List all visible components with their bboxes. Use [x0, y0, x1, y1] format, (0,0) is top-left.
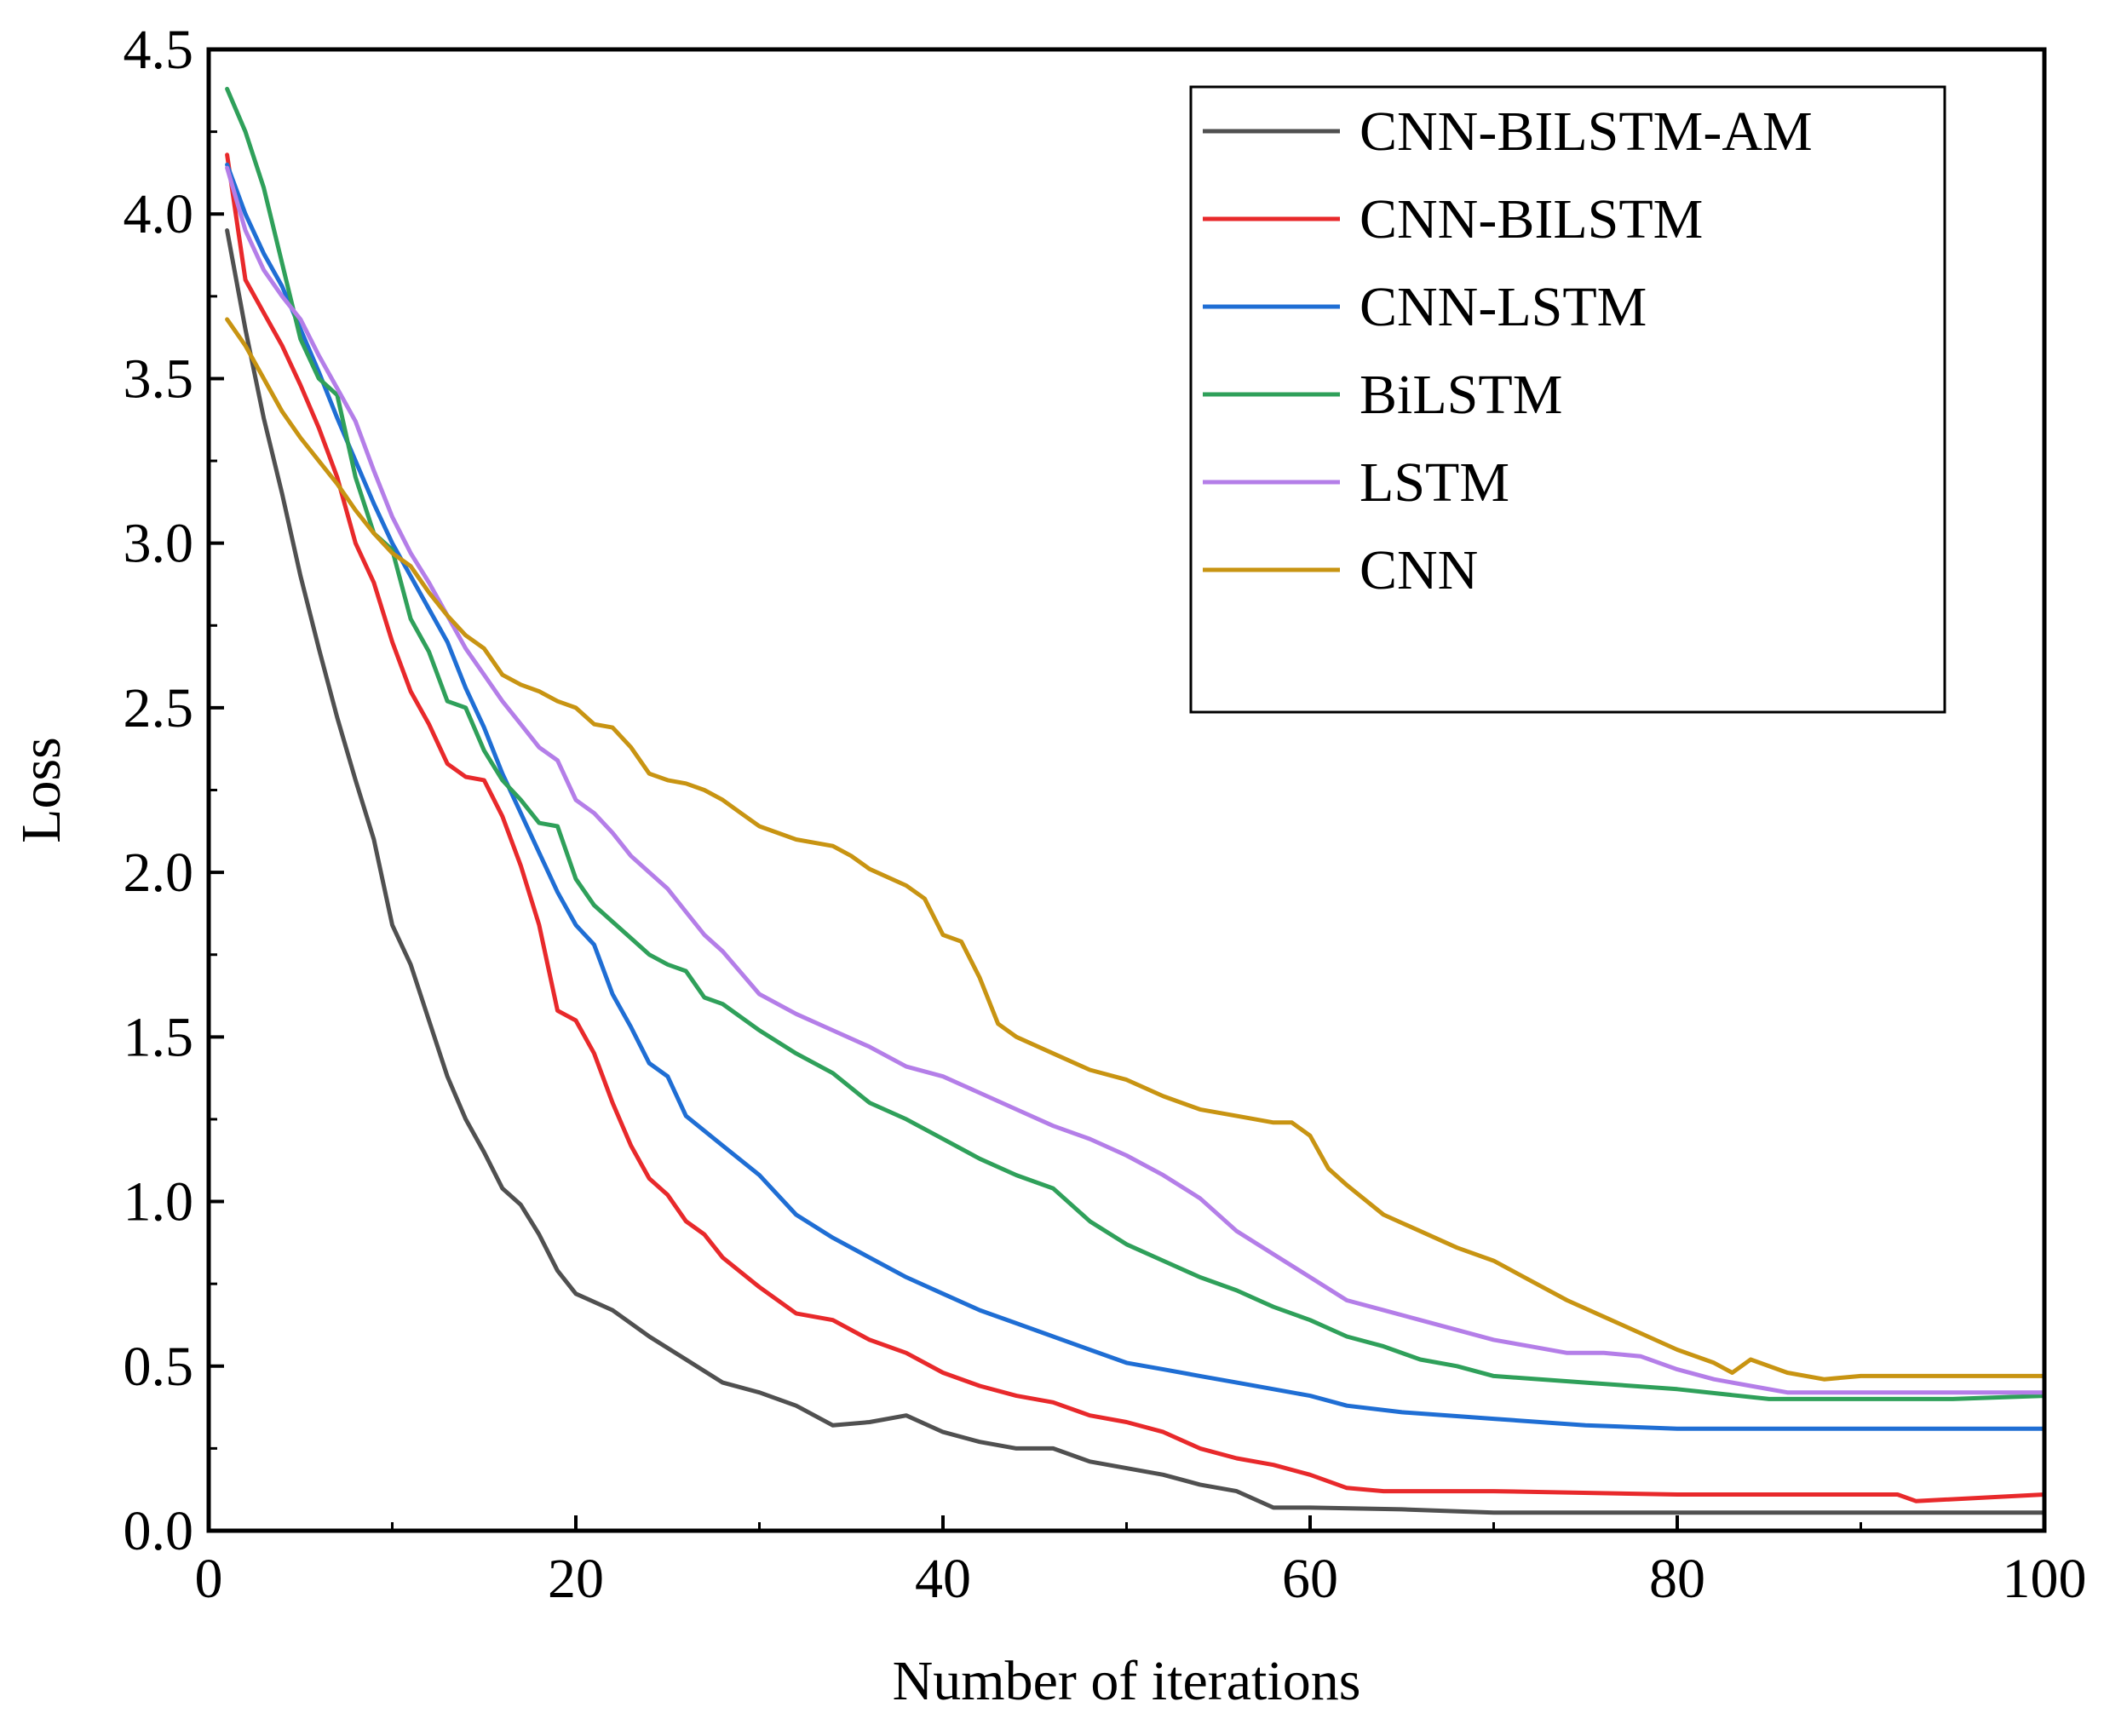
x-tick-label: 40 — [915, 1548, 971, 1610]
y-axis-label: Loss — [10, 737, 72, 843]
x-tick-label: 80 — [1649, 1548, 1705, 1610]
series-line-4 — [225, 165, 2047, 1395]
y-tick-label: 4.5 — [124, 19, 194, 81]
series-line-2 — [225, 162, 2047, 1431]
x-tick-label: 100 — [2003, 1548, 2087, 1610]
legend-label-5: CNN — [1360, 539, 1478, 601]
x-tick-label: 60 — [1282, 1548, 1338, 1610]
y-tick-label: 3.5 — [124, 348, 194, 410]
y-tick-label: 4.0 — [124, 183, 194, 245]
legend-label-1: CNN-BILSTM — [1360, 188, 1703, 250]
x-axis-label: Number of iterations — [893, 1650, 1361, 1712]
series-line-1 — [225, 152, 2047, 1503]
series-line-5 — [225, 317, 2047, 1382]
series-lines — [225, 86, 2047, 1515]
axis-ticks: 0 20 40 60 80 100 0.0 0.5 1.0 1.5 2.0 2.5 3.0 3.5 4.0 4… — [124, 19, 2087, 1610]
series-line-3 — [225, 86, 2047, 1401]
legend-label-0: CNN-BILSTM-AM — [1360, 101, 1813, 163]
y-tick-label: 1.0 — [124, 1171, 194, 1233]
y-tick-label: 3.0 — [124, 513, 194, 575]
y-tick-label: 2.0 — [124, 842, 194, 904]
y-tick-label: 1.5 — [124, 1006, 194, 1068]
legend-label-2: CNN-LSTM — [1360, 276, 1647, 338]
x-tick-label: 20 — [548, 1548, 604, 1610]
y-tick-label: 2.5 — [124, 677, 194, 739]
legend-box — [1189, 85, 1946, 714]
legend-label-4: LSTM — [1360, 451, 1509, 514]
y-tick-label: 0.0 — [124, 1500, 194, 1562]
series-line-0 — [225, 228, 2047, 1515]
legend-label-3: BiLSTM — [1360, 364, 1562, 426]
y-tick-label: 0.5 — [124, 1336, 194, 1398]
x-tick-label: 0 — [195, 1548, 223, 1610]
legend: CNN-BILSTM-AM CNN-BILSTM CNN-LSTM BiLSTM LST… — [1189, 85, 1946, 714]
